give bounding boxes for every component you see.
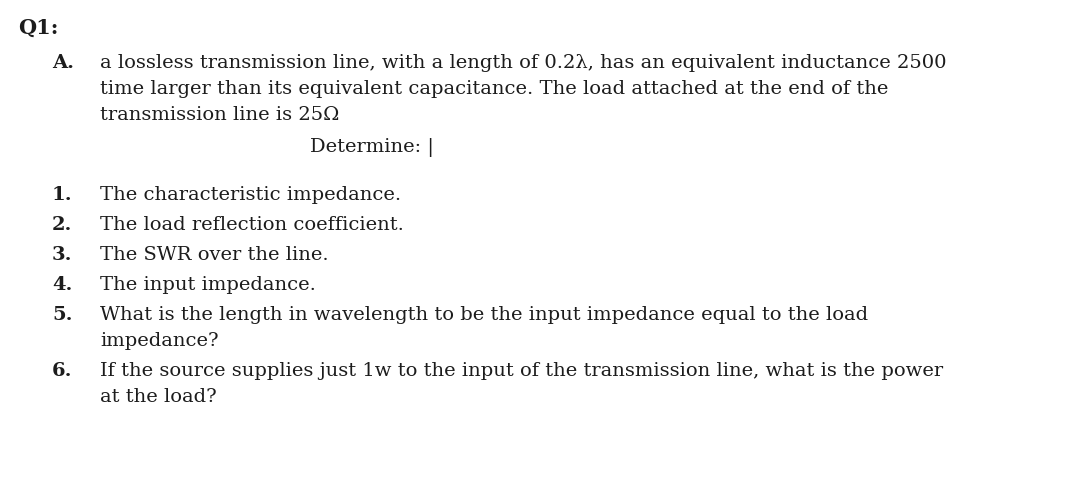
Text: A.: A. (52, 54, 75, 72)
Text: The SWR over the line.: The SWR over the line. (100, 246, 328, 264)
Text: 4.: 4. (52, 276, 72, 294)
Text: Determine: |: Determine: | (310, 138, 434, 157)
Text: time larger than its equivalent capacitance. The load attached at the end of the: time larger than its equivalent capacita… (100, 80, 889, 98)
Text: at the load?: at the load? (100, 388, 217, 406)
Text: If the source supplies just 1w to the input of the transmission line, what is th: If the source supplies just 1w to the in… (100, 362, 943, 380)
Text: What is the length in wavelength to be the input impedance equal to the load: What is the length in wavelength to be t… (100, 306, 868, 324)
Text: 2.: 2. (52, 216, 72, 234)
Text: a lossless transmission line, with a length of 0.2λ, has an equivalent inductanc: a lossless transmission line, with a len… (100, 54, 946, 72)
Text: transmission line is 25Ω: transmission line is 25Ω (100, 106, 339, 124)
Text: The characteristic impedance.: The characteristic impedance. (100, 186, 401, 204)
Text: 6.: 6. (52, 362, 72, 380)
Text: impedance?: impedance? (100, 332, 218, 350)
Text: The input impedance.: The input impedance. (100, 276, 315, 294)
Text: 1.: 1. (52, 186, 72, 204)
Text: 3.: 3. (52, 246, 72, 264)
Text: Q1:: Q1: (18, 18, 58, 38)
Text: 5.: 5. (52, 306, 72, 324)
Text: The load reflection coefficient.: The load reflection coefficient. (100, 216, 404, 234)
